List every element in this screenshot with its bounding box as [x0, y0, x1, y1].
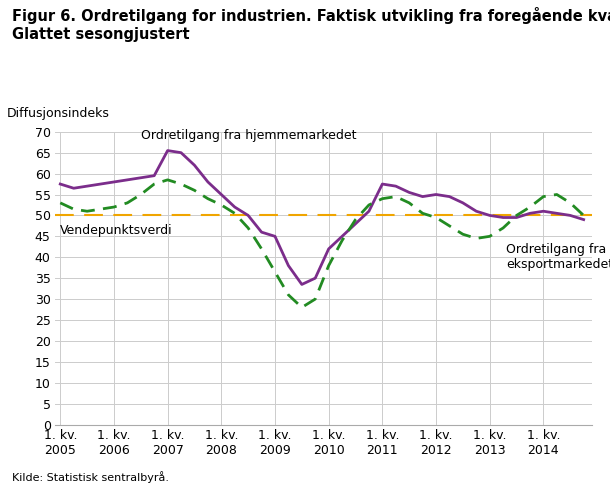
Text: Ordretilgang fra hjemmemarkedet: Ordretilgang fra hjemmemarkedet: [141, 129, 356, 142]
Text: Glattet sesongjustert: Glattet sesongjustert: [12, 27, 190, 42]
Text: Diffusjonsindeks: Diffusjonsindeks: [7, 107, 109, 120]
Text: Vendepunktsverdi: Vendepunktsverdi: [60, 224, 173, 237]
Text: Ordretilgang fra
eksportmarkedet: Ordretilgang fra eksportmarkedet: [506, 243, 610, 271]
Text: Kilde: Statistisk sentralbyrå.: Kilde: Statistisk sentralbyrå.: [12, 471, 169, 483]
Text: Figur 6. Ordretilgang for industrien. Faktisk utvikling fra foregående kvartal.: Figur 6. Ordretilgang for industrien. Fa…: [12, 7, 610, 24]
